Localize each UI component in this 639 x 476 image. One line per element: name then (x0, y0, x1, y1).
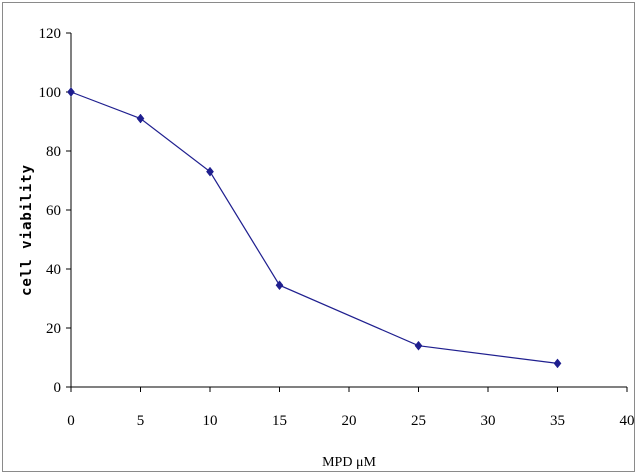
y-tick-label: 0 (54, 380, 62, 396)
series-layer (67, 87, 562, 369)
data-point-marker (275, 280, 284, 291)
x-tick-label: 30 (481, 413, 496, 429)
y-axis-ticks: 0 20 40 60 80 100 120 (39, 26, 71, 396)
x-tick-label: 0 (67, 413, 75, 429)
data-point-marker (553, 358, 562, 369)
x-tick-label: 5 (137, 413, 145, 429)
x-tick-label: 25 (411, 413, 426, 429)
data-point-marker (414, 340, 423, 351)
x-tick-label: 35 (550, 413, 565, 429)
series-line (70, 91, 558, 364)
x-axis-ticks: 0 5 10 15 20 25 30 35 40 (67, 387, 635, 429)
data-point-marker (206, 166, 214, 177)
y-tick-label: 100 (39, 85, 62, 101)
chart-frame: 0 20 40 60 80 100 120 0 5 10 15 20 25 30 35 40 MPD μM … (2, 2, 635, 472)
x-tick-label: 15 (272, 413, 287, 429)
x-tick-label: 10 (203, 413, 218, 429)
axes (70, 33, 627, 388)
x-tick-label: 20 (342, 413, 357, 429)
y-tick-label: 60 (46, 203, 61, 219)
data-point-marker (67, 87, 75, 97)
y-tick-label: 120 (39, 26, 62, 42)
y-axis-title: cell viability (19, 164, 35, 296)
x-axis-title: MPD μM (322, 455, 376, 470)
data-point-marker (136, 113, 145, 124)
y-tick-label: 20 (46, 321, 61, 337)
y-tick-label: 80 (46, 144, 61, 160)
y-tick-label: 40 (46, 262, 61, 278)
x-tick-label: 40 (620, 413, 635, 429)
